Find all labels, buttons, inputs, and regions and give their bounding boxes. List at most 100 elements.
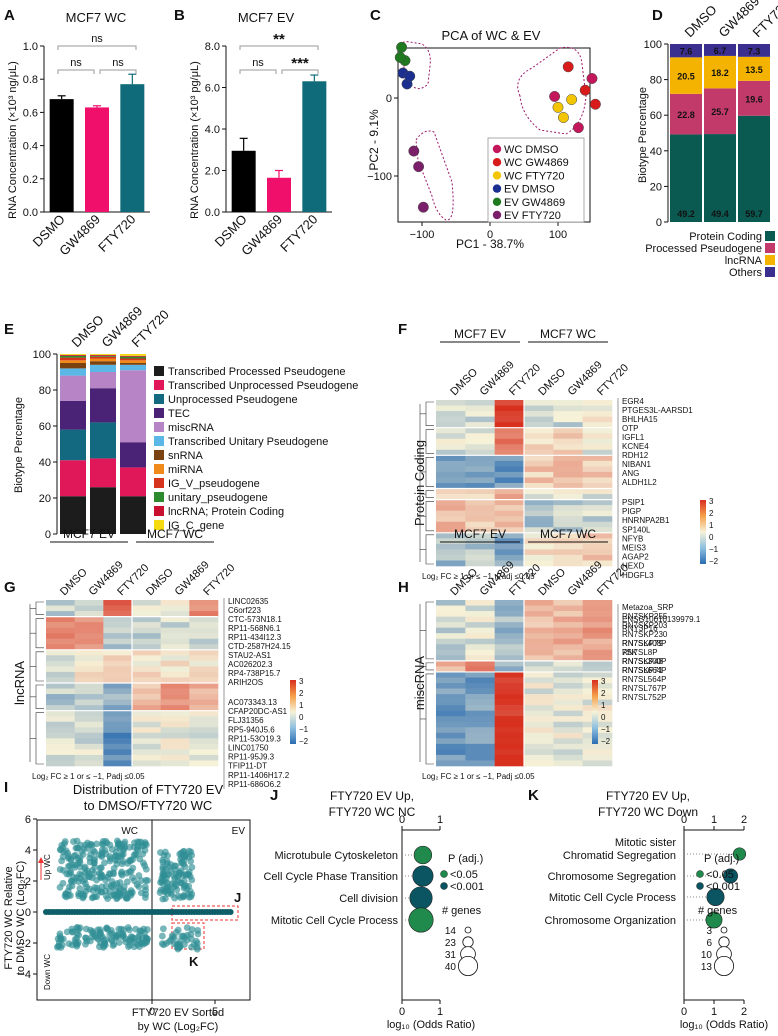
heatmap-cell — [524, 600, 554, 606]
heatmap-cell — [582, 422, 613, 428]
heatmap-cell — [524, 416, 554, 423]
enrich-dot — [409, 886, 433, 910]
heatmap-cell — [465, 633, 495, 640]
chart-i-point — [117, 925, 125, 933]
heatmap-cell — [160, 699, 190, 706]
chart-c-ytick-label: 0 — [386, 93, 392, 105]
chart-d-ytick-label: 100 — [644, 39, 662, 51]
heatmap-cell — [553, 466, 583, 473]
heatmap-cell — [494, 649, 525, 656]
chart-i-point — [116, 879, 124, 886]
chart-b-ytick-label: 8.0 — [205, 41, 220, 53]
heatmap-cell — [582, 532, 613, 539]
panel-label-j: J — [270, 787, 278, 804]
heatmap-cell — [582, 622, 613, 628]
chart-i-point — [119, 932, 127, 940]
chart-a-bar — [85, 107, 109, 212]
heatmap-cell — [494, 677, 525, 684]
heatmap-cell — [160, 627, 190, 634]
heatmap-cell — [524, 633, 554, 640]
heatmap-cell — [553, 471, 583, 478]
heatmap-cell — [582, 527, 613, 534]
enrich-genes-dot — [457, 956, 478, 977]
chart-e-legend-swatch — [154, 492, 164, 502]
chart-d-segment — [670, 57, 702, 94]
H-colorbar-label: 1 — [601, 701, 606, 710]
chart-i-point — [183, 924, 191, 932]
chart-j-title-1: FTY720 EV Up, — [330, 789, 414, 803]
chart-i-point — [171, 894, 179, 902]
heatmap-cell — [494, 488, 525, 495]
chart-i-point — [160, 941, 167, 949]
chart-i-point — [94, 887, 102, 895]
heatmap-cell — [553, 554, 583, 561]
heatmap-cell — [46, 638, 75, 645]
chart-e-segment — [90, 422, 116, 459]
G-gene-label: RP5-940J5.6 — [228, 725, 275, 734]
heatmap-cell — [582, 760, 613, 767]
heatmap-cell — [494, 471, 525, 478]
heatmap-cell — [74, 611, 104, 617]
enrich-genes-label: 13 — [701, 962, 713, 973]
heatmap-cell — [465, 416, 495, 423]
heatmap-cell — [132, 738, 161, 745]
heatmap-cell — [189, 721, 219, 728]
chart-i-point — [101, 859, 108, 867]
heatmap-cell — [582, 611, 613, 617]
chart-e-segment — [90, 356, 116, 359]
heatmap-cell — [553, 499, 583, 506]
heatmap-cell — [465, 527, 495, 534]
chart-i-point — [114, 840, 122, 848]
chart-i-point — [141, 846, 149, 854]
heatmap-cell — [465, 671, 495, 678]
heatmap-cell — [465, 754, 495, 761]
G-gene-label: STAU2-AS1 — [228, 651, 272, 660]
heatmap-cell — [494, 616, 525, 623]
chart-e-segment — [60, 355, 86, 358]
G-colorbar — [290, 680, 296, 744]
chart-e-legend-label: IG_C_gene — [168, 520, 224, 532]
enrich-top-tick-label: 1 — [437, 814, 443, 826]
enrich-padj-label: <0.05 — [706, 869, 734, 881]
chart-a-ytick-label: 0.6 — [23, 107, 38, 119]
heatmap-cell — [103, 738, 133, 745]
heatmap-cell — [46, 760, 75, 767]
heatmap-cell — [553, 494, 583, 500]
heatmap-cell — [582, 644, 613, 651]
heatmap-cell — [160, 638, 190, 645]
panel-k: K FTY720 EV Up, FTY720 WC Down 001122log… — [528, 787, 768, 1031]
chart-i-point — [123, 869, 131, 877]
heatmap-cell — [103, 732, 133, 739]
H-gene-label: RN7SL408P — [622, 639, 666, 648]
heatmap-cell — [46, 743, 75, 750]
G-colorbar-label: 1 — [299, 701, 304, 710]
H-gene-label: 7SK — [622, 648, 638, 657]
heatmap-cell — [436, 622, 466, 628]
heatmap-cell — [46, 660, 75, 667]
G-gene-label: CTC-573N18.1 — [228, 615, 282, 624]
heatmap-cell — [46, 749, 75, 756]
heatmap-cell — [582, 455, 613, 462]
pca-legend-label: EV GW4869 — [504, 197, 565, 209]
heatmap-cell — [465, 677, 495, 684]
heatmap-cell — [465, 427, 495, 434]
heatmap-cell — [524, 754, 554, 761]
chart-i-point — [107, 882, 115, 890]
pca-point — [589, 98, 601, 110]
chart-d-ytick-label: 40 — [650, 146, 662, 158]
enrich-dot — [732, 847, 747, 861]
heatmap-cell — [189, 727, 219, 734]
heatmap-cell — [553, 600, 583, 606]
dendrogram-branch — [425, 490, 434, 498]
heatmap-cell — [160, 683, 190, 689]
chart-d-segment — [670, 44, 702, 58]
chart-i-point — [126, 938, 133, 945]
heatmap-cell — [524, 560, 554, 567]
chart-e-segment — [60, 460, 86, 497]
heatmap-cell — [436, 494, 466, 500]
chart-e-segment — [120, 363, 146, 365]
heatmap-cell — [465, 494, 495, 500]
heatmap-cell — [103, 727, 133, 734]
